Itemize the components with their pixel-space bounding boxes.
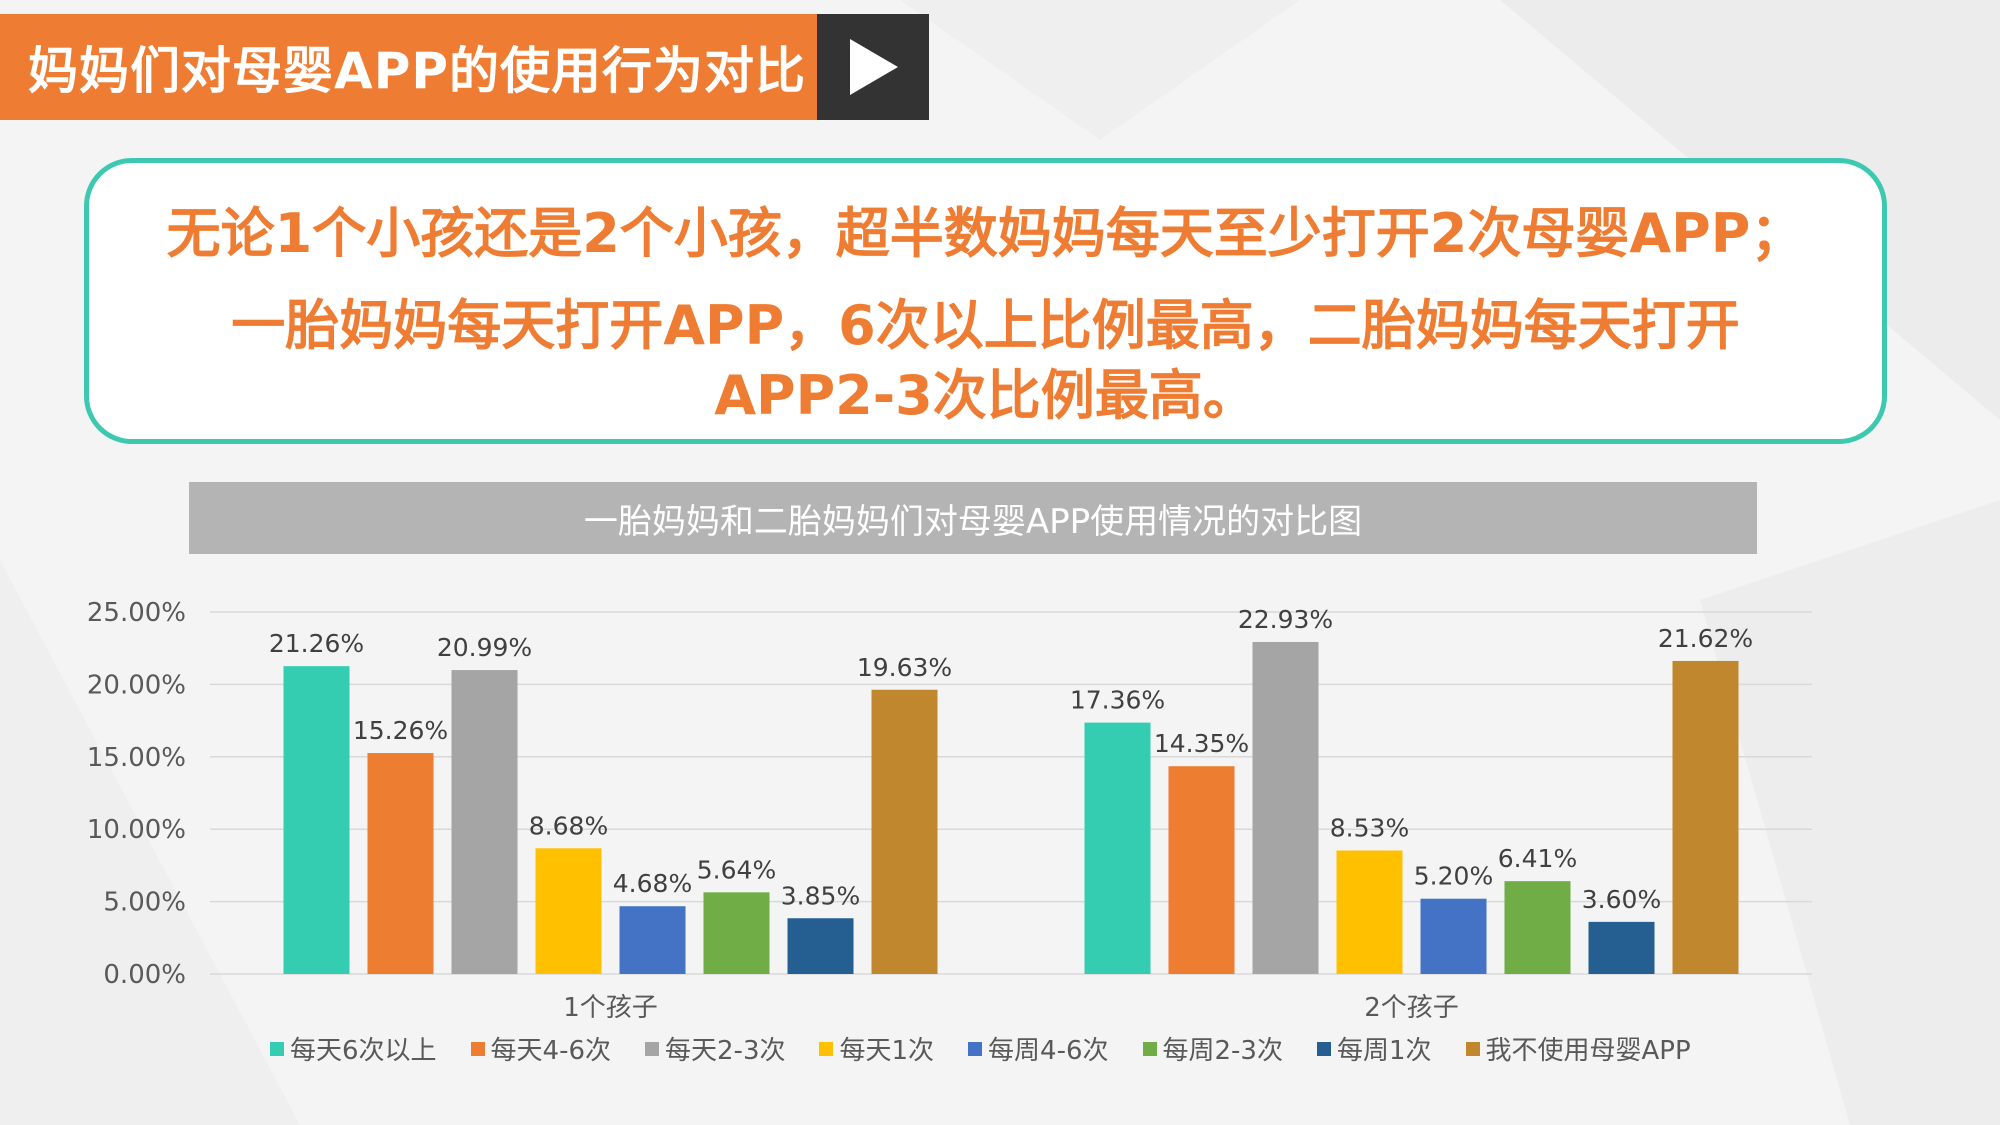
bar: [1252, 641, 1319, 974]
legend-label: 每天6次以上: [290, 1036, 437, 1066]
legend-label: 每天2-3次: [665, 1036, 786, 1066]
data-label: 17.36%: [1070, 686, 1165, 715]
bar: [1504, 881, 1571, 974]
chart-legend: 每天6次以上 每天4-6次 每天2-3次 每天1次 每周4-6次 每周2-3次 每周1次 我不…: [270, 1030, 1691, 1067]
legend-swatch: [1465, 1041, 1480, 1056]
legend-swatch: [819, 1041, 834, 1056]
legend-swatch: [645, 1041, 660, 1056]
bar: [1672, 660, 1739, 974]
data-label: 3.60%: [1582, 885, 1661, 914]
legend-item: 每周4-6次: [968, 1030, 1109, 1067]
legend-label: 我不使用母婴APP: [1485, 1036, 1691, 1066]
bar: [1588, 921, 1655, 974]
y-tick-label: 25.00%: [87, 598, 186, 628]
legend-label: 每天1次: [839, 1036, 935, 1066]
y-tick-label: 0.00%: [103, 960, 186, 990]
play-button[interactable]: [817, 14, 929, 120]
bar: [1336, 850, 1403, 974]
legend-swatch: [968, 1041, 983, 1056]
legend-item: 每天4-6次: [470, 1030, 612, 1067]
y-tick-label: 15.00%: [87, 743, 186, 773]
legend-label: 每周2-3次: [1162, 1036, 1283, 1066]
legend-label: 每周4-6次: [988, 1036, 1109, 1066]
legend-label: 每天4-6次: [490, 1036, 612, 1066]
x-tick-label: 2个孩子: [1364, 993, 1459, 1023]
bar: [703, 892, 770, 974]
bar: [283, 666, 350, 974]
data-label: 21.26%: [269, 629, 364, 658]
bar: [619, 906, 686, 974]
legend-item: 我不使用母婴APP: [1465, 1030, 1691, 1067]
x-tick-label: 1个孩子: [563, 993, 658, 1023]
chart-title: 一胎妈妈和二胎妈妈们对母婴APP使用情况的对比图: [189, 482, 1757, 554]
summary-line-3: APP2-3次比例最高。: [714, 364, 1257, 427]
data-label: 20.99%: [437, 633, 532, 662]
summary-line-2: 一胎妈妈每天打开APP，6次以上比例最高，二胎妈妈每天打开: [231, 294, 1740, 357]
bar: [535, 848, 602, 974]
summary-box: 无论1个小孩还是2个小孩，超半数妈妈每天至少打开2次母婴APP； 一胎妈妈每天打…: [84, 158, 1887, 444]
data-label: 15.26%: [353, 716, 448, 745]
y-tick-label: 10.00%: [87, 815, 186, 845]
legend-item: 每周2-3次: [1142, 1030, 1283, 1067]
bar: [1084, 722, 1151, 974]
data-label: 21.62%: [1658, 624, 1753, 653]
bar: [1168, 766, 1235, 974]
data-label: 8.68%: [529, 811, 608, 840]
data-label: 19.63%: [857, 653, 952, 682]
data-label: 14.35%: [1154, 729, 1249, 758]
data-label: 6.41%: [1498, 844, 1577, 873]
play-icon: [850, 39, 898, 95]
page-title: 妈妈们对母婴APP的使用行为对比: [0, 14, 817, 120]
summary-line-1: 无论1个小孩还是2个小孩，超半数妈妈每天至少打开2次母婴APP；: [166, 202, 1805, 265]
legend-item: 每周1次: [1316, 1030, 1432, 1067]
data-label: 5.20%: [1414, 862, 1493, 891]
y-tick-label: 20.00%: [87, 670, 186, 700]
legend-swatch: [270, 1041, 284, 1056]
bar: [871, 689, 938, 974]
bar: [451, 670, 518, 974]
bar: [1420, 898, 1487, 974]
data-label: 8.53%: [1330, 813, 1409, 842]
legend-swatch: [1316, 1041, 1331, 1056]
data-label: 22.93%: [1238, 605, 1333, 634]
legend-swatch: [1142, 1041, 1157, 1056]
data-label: 5.64%: [697, 855, 776, 884]
bar: [367, 753, 434, 974]
legend-item: 每天1次: [819, 1030, 934, 1067]
bar: [787, 918, 854, 974]
legend-swatch: [470, 1041, 485, 1056]
legend-label: 每周1次: [1336, 1036, 1432, 1066]
data-label: 4.68%: [613, 869, 692, 898]
data-label: 3.85%: [781, 881, 860, 910]
legend-item: 每天2-3次: [645, 1030, 785, 1067]
y-tick-label: 5.00%: [103, 888, 186, 918]
legend-item: 每天6次以上: [270, 1030, 437, 1067]
